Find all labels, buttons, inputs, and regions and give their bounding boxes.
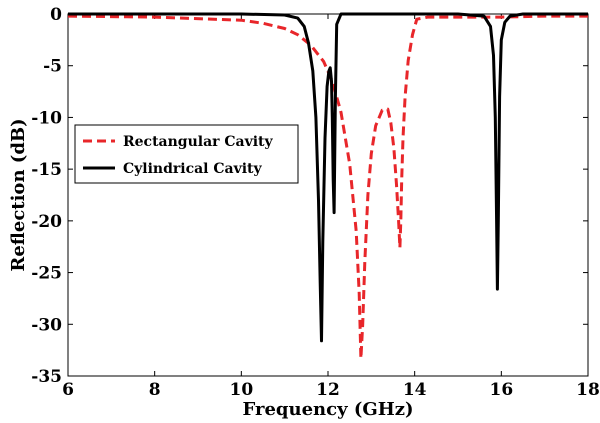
y-tick-label: -30 xyxy=(31,315,62,335)
x-tick-label: 8 xyxy=(149,380,161,400)
x-axis-title: Frequency (GHz) xyxy=(243,399,414,420)
plot-frame xyxy=(67,13,589,377)
x-tick-label: 18 xyxy=(576,380,600,400)
x-tick-label: 14 xyxy=(403,380,427,400)
series-line-rectangular xyxy=(68,14,588,360)
x-axis: 6 8 10 12 14 16 18 xyxy=(62,14,600,400)
x-tick-label: 12 xyxy=(316,380,340,400)
legend: Rectangular Cavity Cylindrical Cavity xyxy=(74,124,299,184)
series-line-cylindrical xyxy=(68,12,588,343)
plot-area: 6 8 10 12 14 16 18 0 -5 -10 -15 -20 -25 -30 -35 xyxy=(31,5,600,400)
y-tick-label: -20 xyxy=(31,212,62,232)
x-tick-label: 16 xyxy=(489,380,513,400)
y-tick-label: -5 xyxy=(43,57,62,77)
y-axis-title: Reflection (dB) xyxy=(8,118,29,271)
y-tick-label: -15 xyxy=(31,160,62,180)
x-tick-label: 10 xyxy=(229,380,253,400)
y-tick-label: -10 xyxy=(31,108,62,128)
legend-box xyxy=(74,124,299,184)
legend-label-rectangular: Rectangular Cavity xyxy=(123,134,274,150)
legend-label-cylindrical: Cylindrical Cavity xyxy=(123,161,262,177)
series-layer xyxy=(68,12,588,360)
y-tick-label: 0 xyxy=(50,5,62,25)
y-tick-label: -35 xyxy=(31,367,62,387)
y-tick-label: -25 xyxy=(31,264,62,284)
x-tick-label: 6 xyxy=(62,380,74,400)
y-axis: 0 -5 -10 -15 -20 -25 -30 -35 xyxy=(31,5,588,387)
